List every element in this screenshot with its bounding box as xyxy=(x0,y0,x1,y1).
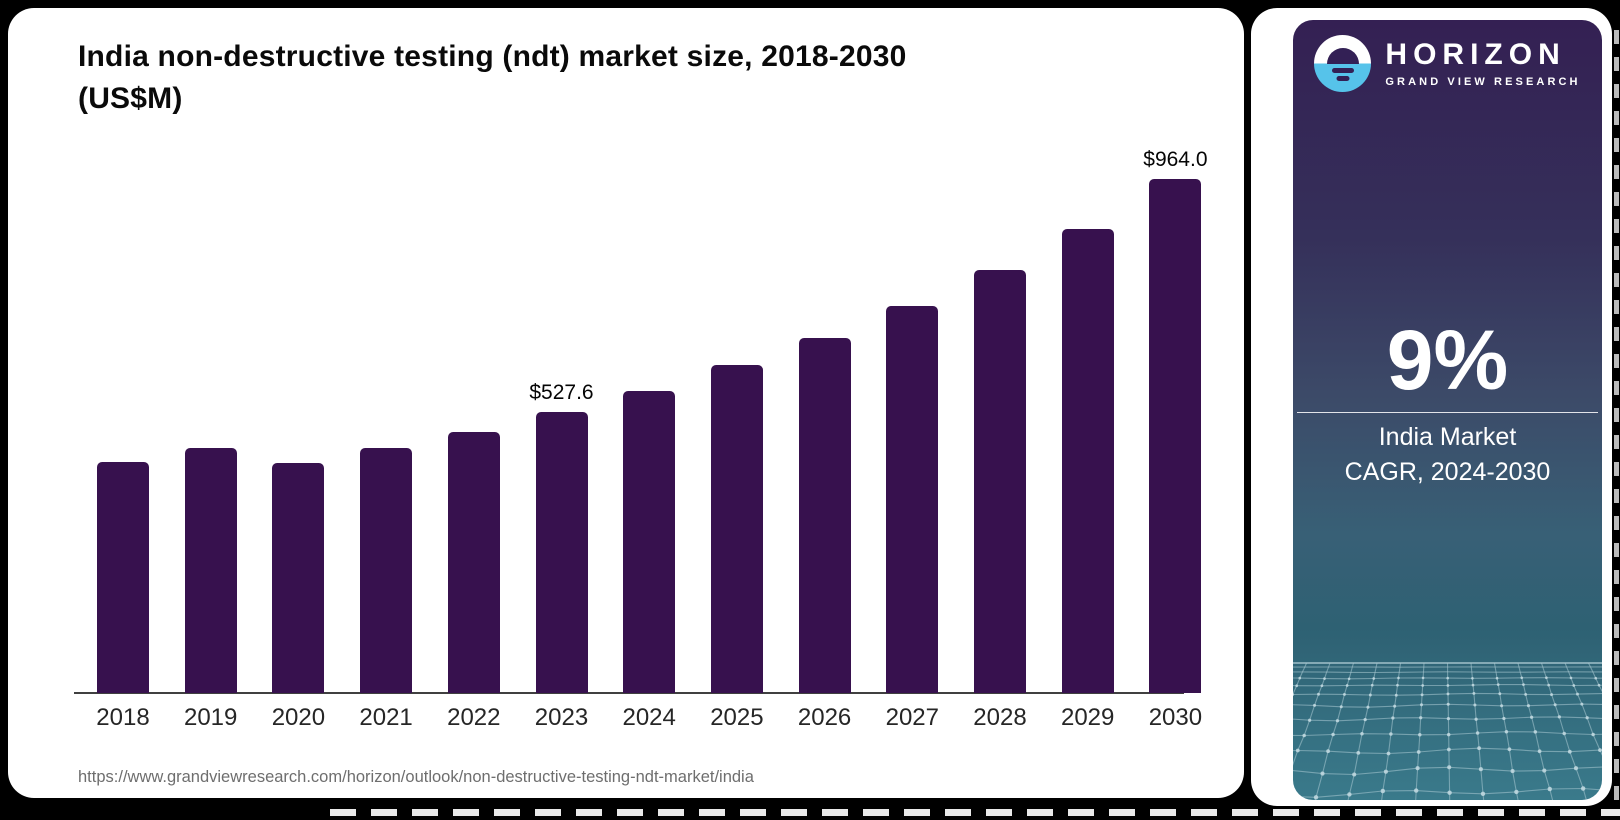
x-tick-2023: 2023 xyxy=(534,704,589,731)
bar-2027 xyxy=(886,306,939,693)
sun-icon xyxy=(1326,47,1359,64)
horizon-logo-icon xyxy=(1314,35,1372,92)
x-tick-2026: 2026 xyxy=(797,704,852,731)
x-axis-line xyxy=(74,692,1184,694)
chart-title: India non-destructive testing (ndt) mark… xyxy=(78,36,907,120)
bottom-dashed-line xyxy=(330,809,1620,816)
bar-2026 xyxy=(798,337,851,693)
chart-title-line2: (US$M) xyxy=(78,82,183,115)
cagr-label-line1: India Market xyxy=(1378,423,1517,451)
brand-text-block: HORIZON GRAND VIEW RESEARCH xyxy=(1385,37,1581,88)
x-tick-2025: 2025 xyxy=(710,704,764,731)
bar-2024 xyxy=(623,391,676,693)
cagr-label-line2: CAGR, 2024-2030 xyxy=(1344,458,1551,486)
bar-2019 xyxy=(184,448,237,693)
source-url: https://www.grandviewresearch.com/horizo… xyxy=(78,768,754,786)
bar-2030 xyxy=(1149,179,1202,693)
x-tick-2022: 2022 xyxy=(447,704,501,731)
mesh-grid-graphic xyxy=(1293,662,1602,800)
bar-value-label-2023: $527.6 xyxy=(529,380,594,404)
right-dashed-line xyxy=(1614,30,1619,805)
x-tick-2030: 2030 xyxy=(1148,704,1203,731)
divider-line xyxy=(1297,412,1598,413)
bar-2023 xyxy=(535,411,588,693)
x-tick-2027: 2027 xyxy=(885,704,939,731)
brand-logo: HORIZON GRAND VIEW RESEARCH xyxy=(1293,35,1602,92)
chart-title-line1: India non-destructive testing (ndt) mark… xyxy=(78,40,907,73)
brand-subtitle: GRAND VIEW RESEARCH xyxy=(1385,75,1581,88)
x-tick-2021: 2021 xyxy=(359,704,413,731)
bar-2022 xyxy=(447,431,500,693)
horizon-reflection-line xyxy=(1336,76,1350,81)
horizon-reflection-line xyxy=(1331,68,1354,73)
x-tick-2018: 2018 xyxy=(96,704,150,731)
chart-card: India non-destructive testing (ndt) mark… xyxy=(8,8,1244,798)
x-tick-2028: 2028 xyxy=(973,704,1027,731)
bar-2028 xyxy=(974,269,1026,693)
bar-chart-plot: 2018 2019 2020 2021 2022 2023 $527.6 2024 2025 20… xyxy=(8,8,1244,798)
sidebar-card: HORIZON GRAND VIEW RESEARCH 9% India Mar… xyxy=(1251,8,1612,806)
bar-2021 xyxy=(360,448,413,693)
x-tick-2020: 2020 xyxy=(271,704,326,731)
bar-2020 xyxy=(272,463,325,693)
bar-2018 xyxy=(97,462,149,693)
brand-name: HORIZON xyxy=(1385,37,1566,71)
cagr-value: 9% xyxy=(1386,313,1509,407)
bar-2025 xyxy=(710,365,763,693)
x-tick-2019: 2019 xyxy=(183,704,238,731)
x-tick-2029: 2029 xyxy=(1060,704,1115,731)
bar-2029 xyxy=(1061,228,1114,693)
bar-value-label-2030: $964.0 xyxy=(1143,148,1208,171)
x-tick-2024: 2024 xyxy=(622,704,676,731)
sidebar-panel: HORIZON GRAND VIEW RESEARCH 9% India Mar… xyxy=(1293,20,1602,800)
